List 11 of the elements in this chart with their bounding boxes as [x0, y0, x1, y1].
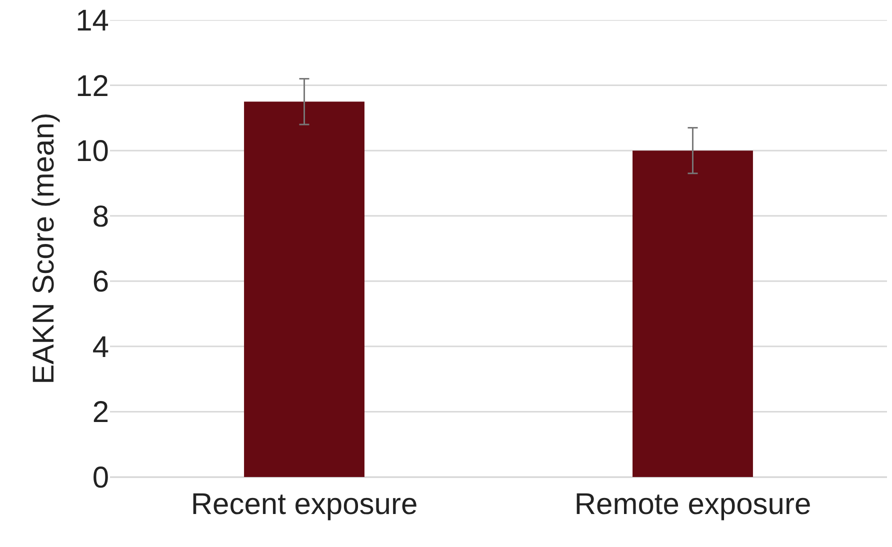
y-tick-label: 6	[92, 266, 109, 299]
y-tick-label: 8	[92, 200, 109, 234]
x-tick-label: Remote exposure	[574, 488, 812, 521]
y-tick-label: 12	[76, 70, 109, 103]
y-axis-title: EAKN Score (mean)	[28, 112, 61, 384]
y-tick-label: 14	[76, 4, 109, 38]
y-tick-label: 4	[92, 330, 109, 364]
y-tick-label: 2	[92, 396, 109, 430]
y-tick-label: 0	[92, 462, 109, 494]
y-tick-label: 10	[76, 135, 109, 168]
x-tick-label: Recent exposure	[190, 488, 418, 521]
